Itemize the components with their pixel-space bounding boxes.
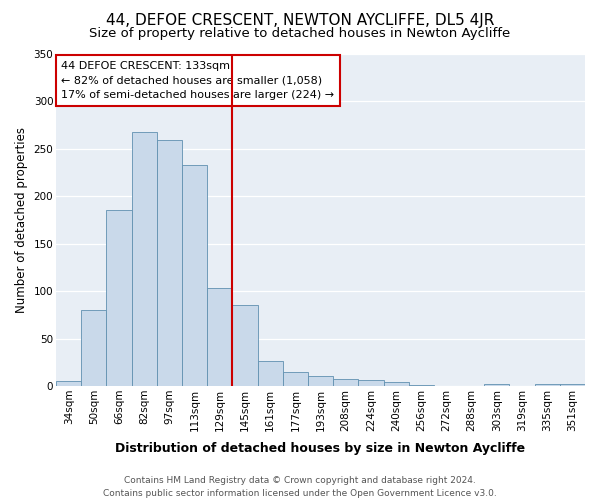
Bar bbox=[333, 380, 358, 386]
Bar bbox=[56, 381, 81, 386]
Text: 44, DEFOE CRESCENT, NEWTON AYCLIFFE, DL5 4JR: 44, DEFOE CRESCENT, NEWTON AYCLIFFE, DL5… bbox=[106, 12, 494, 28]
Bar bbox=[283, 372, 308, 386]
Bar bbox=[207, 288, 232, 386]
Bar bbox=[106, 210, 131, 386]
X-axis label: Distribution of detached houses by size in Newton Aycliffe: Distribution of detached houses by size … bbox=[115, 442, 526, 455]
Bar bbox=[484, 384, 509, 386]
Y-axis label: Number of detached properties: Number of detached properties bbox=[15, 127, 28, 313]
Bar bbox=[358, 380, 383, 386]
Bar bbox=[535, 384, 560, 386]
Bar bbox=[560, 384, 585, 386]
Bar bbox=[409, 385, 434, 386]
Bar bbox=[383, 382, 409, 386]
Bar bbox=[182, 165, 207, 386]
Bar bbox=[81, 310, 106, 386]
Bar bbox=[308, 376, 333, 386]
Bar bbox=[257, 362, 283, 386]
Bar bbox=[232, 306, 257, 386]
Text: 44 DEFOE CRESCENT: 133sqm
← 82% of detached houses are smaller (1,058)
17% of se: 44 DEFOE CRESCENT: 133sqm ← 82% of detac… bbox=[61, 60, 334, 100]
Bar bbox=[157, 140, 182, 386]
Bar bbox=[131, 132, 157, 386]
Text: Size of property relative to detached houses in Newton Aycliffe: Size of property relative to detached ho… bbox=[89, 28, 511, 40]
Text: Contains HM Land Registry data © Crown copyright and database right 2024.
Contai: Contains HM Land Registry data © Crown c… bbox=[103, 476, 497, 498]
